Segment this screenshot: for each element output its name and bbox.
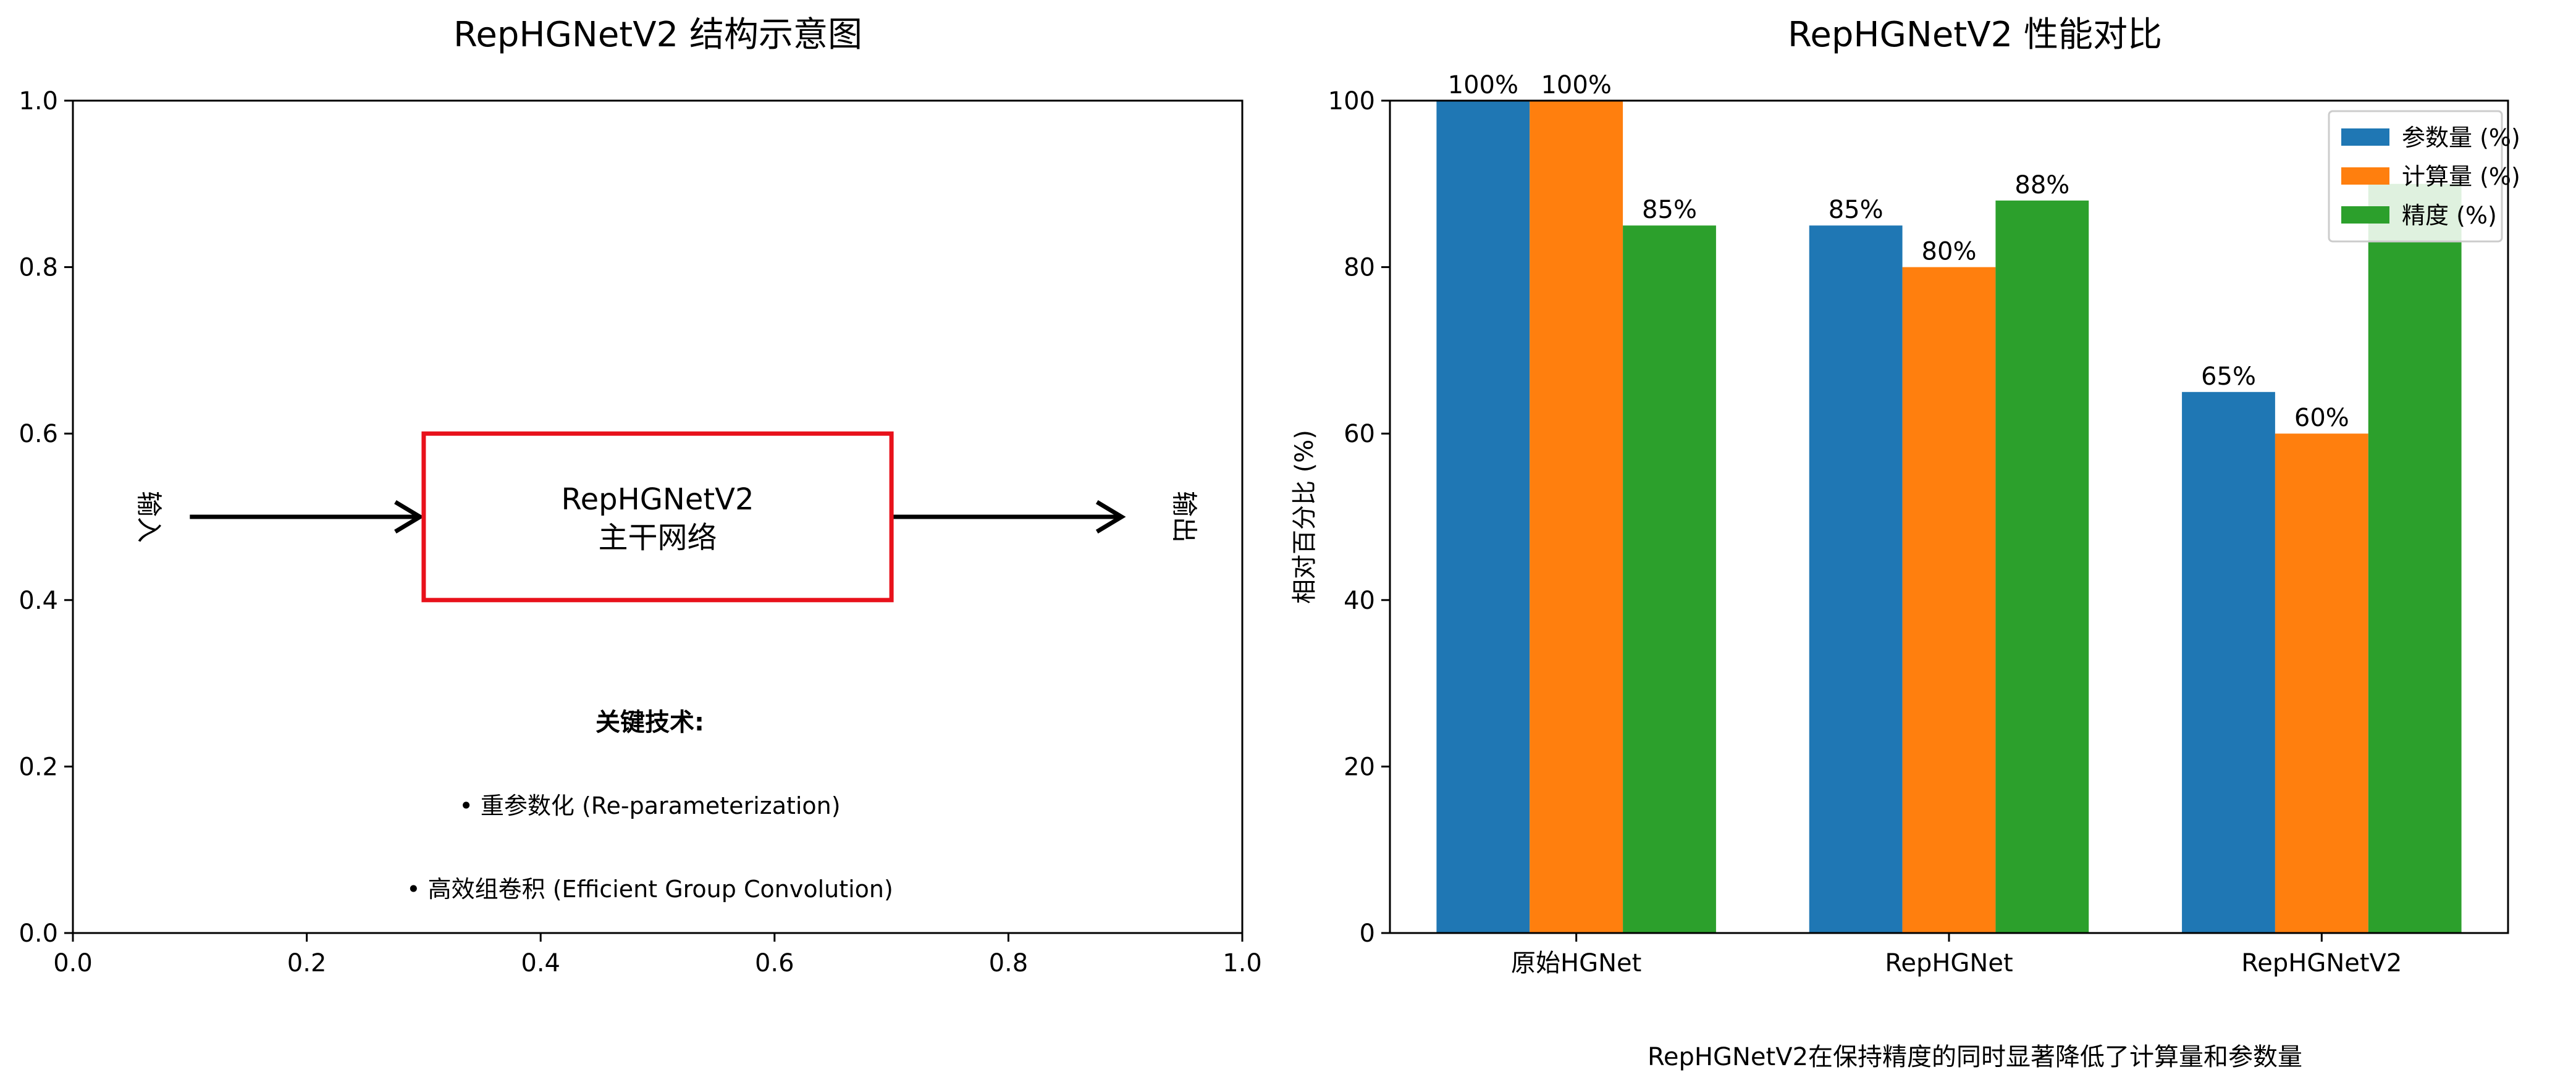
bar-plot-frame [1389,99,2509,934]
bar-data-labels: 100% 85% 65% 100% 80% 60% 85% 88% [1448,71,2349,432]
diagram-y-tick-label: 0.4 [19,587,58,615]
bar-marks [1436,101,2462,934]
bar-y-tick-label: 0 [1360,919,1375,948]
diagram-panel: RepHGNetV2 结构示意图 0.0 0.2 0.4 0.6 0.8 1.0 0.00… [19,15,1261,977]
diagram-title: RepHGNetV2 结构示意图 [453,15,862,55]
legend-swatch [2341,206,2389,224]
bar-y-tick-label: 20 [1344,753,1375,781]
backbone-box [421,431,894,603]
diagram-x-tick-label: 0.8 [989,949,1029,977]
legend-item: 计算量 (%) [2341,163,2520,190]
bar-chart-title: RepHGNetV2 性能对比 [1788,15,2162,55]
bar-x-tick-label: RepHGNet [1885,949,2013,977]
backbone-box-label-line2: 主干网络 [598,521,717,555]
bar-data-label: 100% [1448,71,1518,99]
backbone-box-label-line1: RepHGNetV2 [561,482,754,517]
bar-y-tick-label: 100 [1328,87,1375,115]
key-tech-item-1: • 重参数化 (Re-parameterization) [459,792,840,819]
bar-x-tick-label: RepHGNetV2 [2241,949,2402,977]
bar-data-label: 85% [1829,196,1884,224]
bar-1-2 [1809,225,1903,934]
bar-legend: 参数量 (%) 计算量 (%) 精度 (%) [2328,110,2520,243]
bar-2-1 [1530,101,1623,933]
legend-item: 精度 (%) [2341,202,2497,229]
key-tech-item-2: • 高效组卷积 (Efficient Group Convolution) [406,876,893,903]
key-tech-title: 关键技术: [596,708,704,737]
bar-data-label: 100% [1541,71,1611,99]
diagram-y-tick-label: 0.0 [19,919,58,948]
bar-3-2 [1995,200,2089,933]
bar-2-2 [1902,267,1996,934]
bar-data-label: 88% [2014,171,2069,199]
diagram-y-tick-label: 0.8 [19,254,58,282]
legend-item: 参数量 (%) [2341,124,2520,151]
bar-y-tick-label: 80 [1344,254,1375,282]
diagram-x-ticks: 0.0 0.2 0.4 0.6 0.8 1.0 [53,933,1262,977]
flow-arrow [891,500,1126,534]
bar-y-tick-label: 40 [1344,587,1375,615]
bar-1-3 [2182,391,2275,933]
legend-label: 精度 (%) [2402,202,2497,229]
output-label: 输出 [1169,491,1199,543]
diagram-y-tick-label: 1.0 [19,87,58,115]
bar-y-tick-label: 60 [1344,420,1375,448]
diagram-y-tick-label: 0.2 [19,753,58,781]
diagram-x-tick-label: 0.2 [287,949,327,977]
bar-1-1 [1436,101,1530,933]
diagram-arrows [190,500,1126,534]
bar-data-label: 80% [1922,238,1977,266]
flow-arrow [190,500,424,534]
diagram-y-ticks: 0.0 0.2 0.4 0.6 0.8 1.0 [19,87,73,948]
legend-label: 计算量 (%) [2402,163,2520,190]
diagram-x-tick-label: 0.6 [755,949,794,977]
bar-data-label: 60% [2294,404,2349,432]
diagram-y-tick-label: 0.6 [19,420,58,448]
bar-chart-panel: RepHGNetV2 性能对比 相对百分比 (%) 0 20 40 60 80 100 1… [1290,15,2520,1071]
bar-2-3 [2275,433,2368,933]
diagram-x-tick-label: 0.4 [521,949,560,977]
diagram-plot-frame [72,99,1244,934]
input-label: 输入 [134,491,164,543]
legend-swatch [2341,128,2389,146]
bar-x-tick-label: 原始HGNet [1511,949,1641,977]
bar-3-1 [1623,225,1716,934]
diagram-x-tick-label: 0.0 [53,949,93,977]
bar-chart-caption: RepHGNetV2在保持精度的同时显著降低了计算量和参数量 [1648,1043,2302,1071]
bar-data-label: 65% [2201,362,2256,391]
legend-label: 参数量 (%) [2402,124,2520,151]
bar-chart-ylabel: 相对百分比 (%) [1290,430,1319,604]
bar-y-ticks: 0 20 40 60 80 100 [1328,87,1390,948]
legend-swatch [2341,167,2389,185]
bar-x-ticks: 原始HGNet RepHGNet RepHGNetV2 [1511,933,2402,977]
bar-3-3 [2368,183,2462,933]
diagram-x-tick-label: 1.0 [1223,949,1262,977]
bar-data-label: 85% [1642,196,1697,224]
